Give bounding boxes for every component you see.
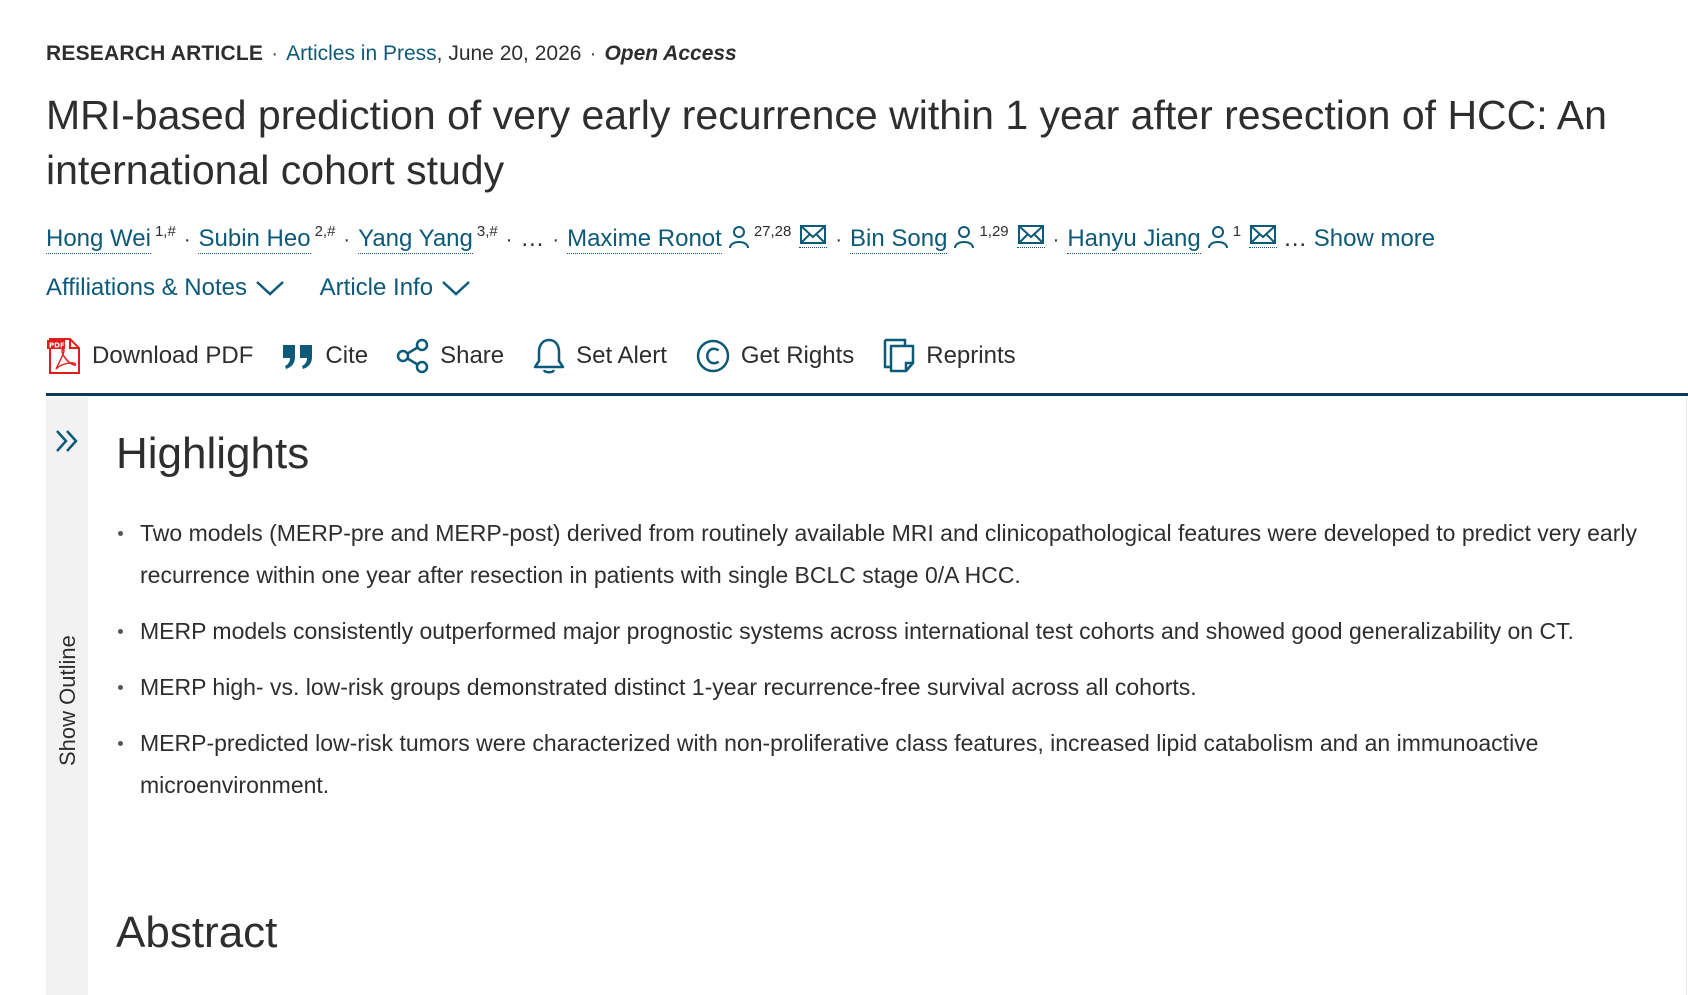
author-link[interactable]: Subin Heo <box>198 225 311 254</box>
reprints-icon <box>884 338 915 373</box>
publication-date: , June 20, 2026 <box>436 42 582 65</box>
author-separator: · <box>1052 229 1060 251</box>
get-rights-button[interactable]: Get Rights <box>695 338 854 374</box>
double-chevron-right-icon <box>56 430 78 452</box>
author-affiliation: 1,# <box>154 223 176 240</box>
article-toolbar: PDF Download PDF Cite Share <box>46 334 1044 378</box>
highlight-item: MERP-predicted low-risk tumors were char… <box>116 722 1656 806</box>
cite-button[interactable]: Cite <box>281 341 368 371</box>
svg-text:PDF: PDF <box>49 342 65 350</box>
content-border <box>1686 397 1687 995</box>
highlight-item: MERP models consistently outperformed ma… <box>116 610 1656 652</box>
abstract-heading: Abstract <box>116 908 278 957</box>
author-affiliation: 3,# <box>476 223 498 240</box>
article-info-label: Article Info <box>319 274 434 301</box>
reprints-button[interactable]: Reprints <box>882 337 1016 375</box>
open-access-badge: Open Access <box>604 42 737 65</box>
share-label: Share <box>440 342 505 369</box>
author-affiliation: 1,29 <box>979 223 1009 240</box>
show-outline-label: Show Outline <box>55 635 80 766</box>
author-link[interactable]: Yang Yang <box>358 225 473 254</box>
download-pdf-button[interactable]: PDF Download PDF <box>46 337 253 375</box>
bell-icon <box>533 338 565 374</box>
share-button[interactable]: Share <box>396 338 504 374</box>
author-link[interactable]: Maxime Ronot <box>567 225 722 254</box>
person-icon <box>954 226 975 249</box>
meta-separator: · <box>589 42 597 65</box>
article-title: MRI-based prediction of very early recur… <box>46 92 1607 193</box>
download-pdf-label: Download PDF <box>92 342 254 369</box>
set-alert-button[interactable]: Set Alert <box>532 337 667 375</box>
author-link[interactable]: Bin Song <box>850 225 948 254</box>
author-affiliation: 2,# <box>314 223 336 240</box>
person-icon <box>1207 226 1228 249</box>
article-info-toggle[interactable]: Article Info <box>320 270 471 306</box>
author-separator: · <box>183 229 191 251</box>
highlights-heading: Highlights <box>116 429 310 478</box>
highlight-item: MERP high- vs. low-risk groups demonstra… <box>116 666 1656 708</box>
meta-separator: · <box>271 42 279 65</box>
toolbar-divider <box>46 393 1688 396</box>
article-type: RESEARCH ARTICLE <box>46 42 264 65</box>
set-alert-label: Set Alert <box>576 342 667 369</box>
outline-sidebar-toggle[interactable]: Show Outline <box>46 397 88 995</box>
mail-icon[interactable] <box>799 223 828 248</box>
highlights-list: Two models (MERP-pre and MERP-post) deri… <box>116 512 1656 820</box>
author-separator: · <box>835 229 843 251</box>
author-link[interactable]: Hong Wei <box>46 225 151 254</box>
affiliations-notes-toggle[interactable]: Affiliations & Notes <box>46 270 285 306</box>
mail-icon[interactable] <box>1016 223 1045 248</box>
share-icon <box>396 338 429 374</box>
author-list: Hong Wei 1,# · Subin Heo 2,# · Yang Yang 3,# · … ·… <box>46 214 1435 258</box>
cite-label: Cite <box>325 342 369 369</box>
articles-in-press-link[interactable]: Articles in Press <box>286 42 437 65</box>
reprints-label: Reprints <box>926 342 1016 369</box>
author-affiliation: 27,28 <box>753 223 792 240</box>
quote-icon <box>283 345 313 369</box>
affiliations-notes-label: Affiliations & Notes <box>46 274 247 301</box>
chevron-down-icon <box>442 281 470 296</box>
author-separator: · <box>552 229 560 251</box>
get-rights-label: Get Rights <box>740 342 855 369</box>
authors-gap: … <box>520 225 545 252</box>
author-affiliation: 1 <box>1232 223 1242 240</box>
authors-ellipsis: … <box>1283 225 1308 252</box>
person-icon <box>728 226 749 249</box>
author-separator: · <box>343 229 351 251</box>
copyright-icon <box>696 339 730 373</box>
mail-icon[interactable] <box>1249 223 1278 248</box>
show-more-authors-button[interactable]: Show more <box>1313 225 1436 252</box>
article-toggles: Affiliations & Notes Article Info <box>46 270 499 306</box>
author-link[interactable]: Hanyu Jiang <box>1067 225 1201 254</box>
pdf-icon: PDF <box>47 338 80 374</box>
author-separator: · <box>505 229 513 251</box>
chevron-down-icon <box>256 281 284 296</box>
highlight-item: Two models (MERP-pre and MERP-post) deri… <box>116 512 1656 596</box>
article-meta: RESEARCH ARTICLE · Articles in Press, June… <box>46 40 737 68</box>
